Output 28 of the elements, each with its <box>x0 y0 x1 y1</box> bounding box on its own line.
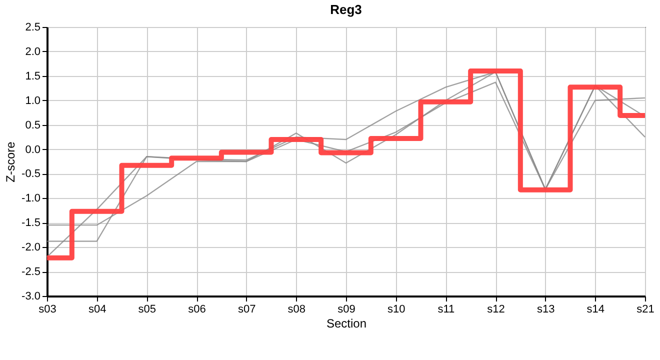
x-tick-label: s08 <box>288 304 306 316</box>
y-tick-label: 1.5 <box>25 70 40 82</box>
x-tick-label: s11 <box>438 304 455 316</box>
y-tick-label: -1.5 <box>22 217 40 230</box>
y-axis-title: Z-score <box>4 141 18 182</box>
x-tick-label: s14 <box>586 304 605 316</box>
y-tick-label: 2.5 <box>25 22 40 34</box>
y-tick-label: 0.0 <box>25 144 40 156</box>
y-tick-label: -0.5 <box>22 168 40 180</box>
y-tick-label: 2.0 <box>25 46 40 58</box>
x-tick-label: s13 <box>536 304 555 316</box>
x-tick-label: s09 <box>338 304 356 316</box>
y-tick-label: -2.5 <box>22 266 40 278</box>
y-tick-label: -3.0 <box>22 290 40 302</box>
x-axis-title: Section <box>326 316 367 330</box>
y-tick-label: 1.0 <box>25 94 40 107</box>
y-tick-label: -1.0 <box>22 192 40 205</box>
x-tick-label: s06 <box>188 304 206 316</box>
x-tick-label: s12 <box>487 304 505 316</box>
x-tick-label: s05 <box>138 304 156 316</box>
x-tick-label: s03 <box>38 304 56 316</box>
y-tick-label: -2.0 <box>22 242 40 254</box>
chart-title: Reg3 <box>330 2 362 17</box>
x-tick-label: s07 <box>238 304 256 316</box>
y-tick-label: 0.5 <box>25 119 40 132</box>
x-tick-label: s21 <box>636 304 654 316</box>
x-tick-label: s10 <box>387 304 406 316</box>
x-tick-label: s04 <box>88 304 106 316</box>
